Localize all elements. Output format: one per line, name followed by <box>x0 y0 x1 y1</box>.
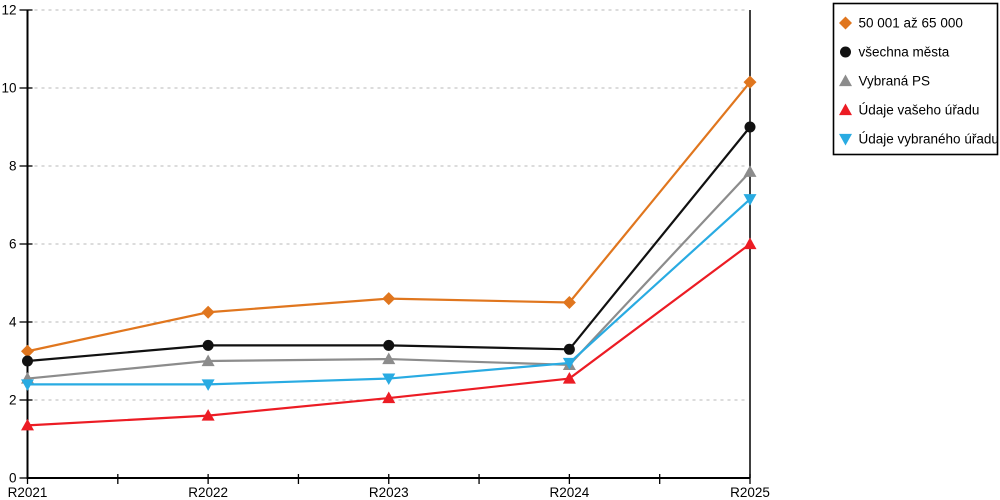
data-point-marker-triangle-down <box>201 379 215 391</box>
data-point-marker-triangle-up <box>21 418 34 431</box>
data-point-marker-triangle-down <box>839 133 852 146</box>
legend-item: 50 001 až 65 000 <box>839 16 963 31</box>
data-point-marker-triangle-up <box>743 237 757 250</box>
data-point-marker-circle <box>840 46 851 58</box>
axes-layer <box>19 9 751 484</box>
data-point-marker-circle <box>563 343 575 355</box>
legend-label: Údaje vybraného úřadu <box>859 132 999 147</box>
x-tick-label: R2024 <box>549 485 589 500</box>
data-point-marker-triangle-down <box>562 357 576 370</box>
y-tick-label: 8 <box>9 159 17 174</box>
data-point-marker-triangle-up <box>562 372 576 384</box>
data-point-marker-triangle-down <box>743 194 757 206</box>
data-point-marker-circle <box>22 355 33 367</box>
data-point-marker-diamond <box>839 16 852 30</box>
axis-labels-layer: 0 2 4 6 8 10 12 R2021 R2022 R2023 R2024 R2025 <box>1 3 769 500</box>
data-point-marker-triangle-up <box>201 354 215 367</box>
data-point-marker-triangle-down <box>21 379 34 391</box>
data-point-marker-triangle-up <box>839 103 852 116</box>
legend-label: Údaje vašeho úřadu <box>859 103 980 118</box>
series-layer <box>21 75 757 431</box>
y-tick-label: 12 <box>1 3 16 18</box>
data-point-marker-circle <box>744 121 756 133</box>
data-point-marker-triangle-up <box>743 165 757 177</box>
data-point-marker-triangle-up <box>382 352 396 365</box>
y-tick-label: 4 <box>9 315 17 330</box>
data-point-marker-diamond <box>743 75 757 89</box>
data-point-marker-circle <box>383 339 395 351</box>
data-point-marker-diamond <box>201 305 215 319</box>
legend-item: Údaje vybraného úřadu <box>839 132 999 147</box>
data-point-marker-diamond <box>382 292 396 306</box>
legend: 50 001 až 65 000 všechna města Vybraná PS Ú… <box>832 2 999 156</box>
legend-label: všechna města <box>859 45 950 60</box>
legend-item: Vybraná PS <box>839 74 930 89</box>
y-tick-label: 2 <box>9 393 17 408</box>
data-point-marker-triangle-up <box>839 74 852 87</box>
x-tick-label: R2022 <box>188 485 228 500</box>
data-point-marker-diamond <box>21 344 34 358</box>
series-line-0 <box>27 81 751 353</box>
data-point-marker-triangle-up <box>201 409 215 421</box>
x-tick-label: R2021 <box>8 485 48 500</box>
legend-label: Vybraná PS <box>859 74 931 89</box>
y-tick-label: 6 <box>9 237 17 252</box>
data-point-marker-triangle-down <box>382 373 396 386</box>
y-tick-label: 0 <box>9 471 17 486</box>
x-tick-label: R2023 <box>369 485 409 500</box>
data-point-marker-diamond <box>562 296 576 309</box>
legend-item: Údaje vašeho úřadu <box>839 103 979 118</box>
legend-item: všechna města <box>840 45 950 60</box>
legend-label: 50 001 až 65 000 <box>859 16 963 31</box>
x-tick-label: R2025 <box>730 485 770 500</box>
y-tick-label: 10 <box>1 81 16 96</box>
data-point-marker-circle <box>202 339 214 351</box>
legend-box <box>832 2 999 156</box>
data-point-marker-triangle-up <box>382 391 396 404</box>
